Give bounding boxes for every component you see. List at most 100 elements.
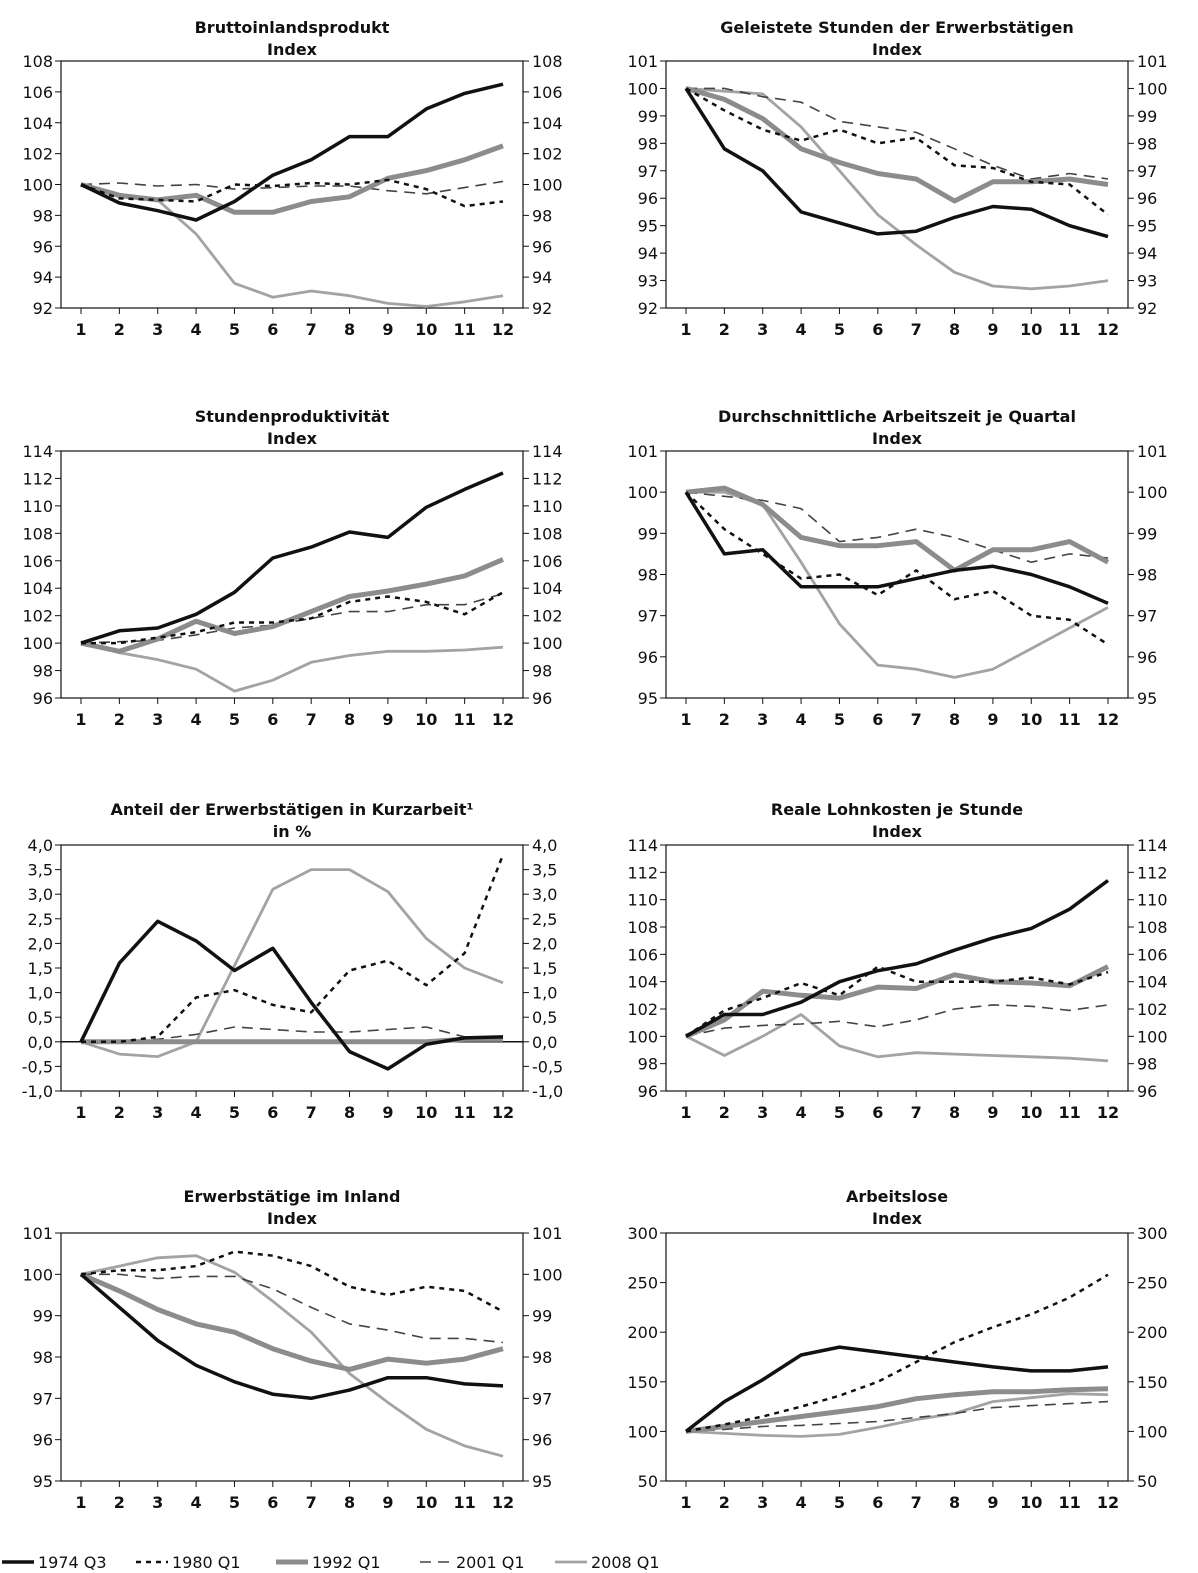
series-line-2008 xyxy=(685,1013,1109,1063)
y-tick-label-left: 1,0 xyxy=(28,984,53,1003)
y-tick-label-right: 104 xyxy=(532,579,563,598)
series-line-2001 xyxy=(81,1273,504,1344)
series-line-2008 xyxy=(80,868,504,1058)
x-tick-label: 1 xyxy=(75,1493,86,1512)
chart-subtitle: Index xyxy=(872,1209,923,1228)
y-tick-label-right: 1,0 xyxy=(532,984,557,1003)
y-tick-label-left: 98 xyxy=(33,206,53,225)
x-tick-label: 9 xyxy=(987,1103,998,1122)
series-line-1992 xyxy=(81,1036,503,1045)
x-tick-label: 8 xyxy=(344,1103,355,1122)
y-tick-label-right: 98 xyxy=(532,206,552,225)
y-tick-label-right: 106 xyxy=(1137,945,1168,964)
series-line-2008 xyxy=(686,490,1109,679)
x-tick-label: 3 xyxy=(757,1103,768,1122)
x-tick-label: 11 xyxy=(1059,1103,1081,1122)
series-line-2001 xyxy=(685,1400,1109,1433)
y-tick-label-left: 101 xyxy=(627,442,658,461)
y-tick-label-left: 93 xyxy=(638,272,658,291)
legend-label: 2001 Q1 xyxy=(456,1553,525,1572)
y-tick-label-right: 92 xyxy=(532,299,552,318)
y-tick-label-right: 112 xyxy=(1137,863,1168,882)
y-tick-label-right: 1,5 xyxy=(532,959,557,978)
x-tick-label: 5 xyxy=(229,1493,240,1512)
y-tick-label-left: 100 xyxy=(627,483,658,502)
series-line-2001 xyxy=(685,1004,1109,1038)
x-tick-label: 11 xyxy=(454,1493,476,1512)
y-tick-label-left: 2,5 xyxy=(28,910,53,929)
x-tick-label: 3 xyxy=(757,320,768,339)
y-tick-label-left: 4,0 xyxy=(28,836,53,855)
legend: 1974 Q3 1980 Q1 1992 Q1 2001 Q1 2008 Q1 xyxy=(2,1553,660,1572)
x-tick-label: 8 xyxy=(344,710,355,729)
x-tick-label: 9 xyxy=(382,1493,393,1512)
y-tick-label-right: 96 xyxy=(1137,648,1157,667)
x-tick-label: 10 xyxy=(415,1103,437,1122)
y-tick-label-right: 100 xyxy=(532,634,563,653)
series-line-1992 xyxy=(685,85,1109,204)
series-line-1992 xyxy=(80,143,504,215)
x-tick-label: 8 xyxy=(949,320,960,339)
x-tick-label: 4 xyxy=(796,710,807,729)
chart-subtitle: Index xyxy=(872,40,923,59)
series-line-1974 xyxy=(80,471,504,645)
x-tick-label: 9 xyxy=(382,710,393,729)
series-line-1974 xyxy=(685,879,1110,1038)
x-tick-label: 9 xyxy=(987,1493,998,1512)
legend-label: 1980 Q1 xyxy=(172,1553,241,1572)
y-tick-label-left: 100 xyxy=(22,176,53,195)
x-tick-label: 10 xyxy=(1020,710,1042,729)
x-tick-label: 5 xyxy=(834,1493,845,1512)
x-tick-label: 1 xyxy=(75,1103,86,1122)
x-tick-label: 7 xyxy=(306,1103,317,1122)
y-tick-label-right: 95 xyxy=(1137,689,1157,708)
series-line-1974 xyxy=(80,82,504,222)
x-tick-label: 4 xyxy=(796,1493,807,1512)
x-tick-label: 9 xyxy=(987,320,998,339)
x-tick-label: 6 xyxy=(267,1493,278,1512)
y-tick-label-right: 101 xyxy=(1137,442,1168,461)
x-tick-label: 7 xyxy=(911,1493,922,1512)
series-line-2008 xyxy=(80,183,504,308)
x-tick-label: 2 xyxy=(719,1493,730,1512)
y-tick-label-left: 98 xyxy=(638,1055,658,1074)
y-tick-label-left: 95 xyxy=(33,1472,53,1491)
y-tick-label-right: 150 xyxy=(1137,1373,1168,1392)
y-tick-label-left: 101 xyxy=(22,1224,53,1243)
y-tick-label-right: 100 xyxy=(1137,483,1168,502)
y-tick-label-right: 97 xyxy=(1137,162,1157,181)
y-tick-label-right: 104 xyxy=(1137,973,1168,992)
chart-subtitle: Index xyxy=(872,429,923,448)
chart-title: Geleistete Stunden der Erwerbstätigen xyxy=(720,18,1073,37)
y-tick-label-right: 95 xyxy=(1137,217,1157,236)
x-tick-label: 2 xyxy=(114,320,125,339)
x-tick-label: 2 xyxy=(719,1103,730,1122)
y-tick-label-right: 99 xyxy=(1137,524,1157,543)
y-tick-label-left: 150 xyxy=(627,1373,658,1392)
y-tick-label-left: 100 xyxy=(627,1422,658,1441)
x-tick-label: 12 xyxy=(492,320,514,339)
y-tick-label-left: -0,5 xyxy=(22,1057,53,1076)
x-tick-label: 10 xyxy=(1020,1103,1042,1122)
y-tick-label-right: 98 xyxy=(1137,1055,1157,1074)
y-tick-label-right: 98 xyxy=(532,1348,552,1367)
y-tick-label-right: 114 xyxy=(1137,836,1168,855)
legend-label: 2008 Q1 xyxy=(591,1553,660,1572)
y-tick-label-right: 2,5 xyxy=(532,910,557,929)
y-tick-label-right: 110 xyxy=(1137,891,1168,910)
y-tick-label-left: 99 xyxy=(33,1307,53,1326)
series-line-2008 xyxy=(685,87,1109,291)
x-tick-label: 3 xyxy=(152,1493,163,1512)
x-tick-label: 8 xyxy=(949,1103,960,1122)
x-tick-label: 7 xyxy=(306,710,317,729)
chart-subtitle: in % xyxy=(273,822,311,841)
x-tick-label: 7 xyxy=(306,320,317,339)
y-tick-label-left: 94 xyxy=(33,268,53,287)
chart-title: Stundenproduktivität xyxy=(195,407,390,426)
x-tick-label: 4 xyxy=(796,320,807,339)
chart-panel-5: Anteil der Erwerbstätigen in Kurzarbeit¹… xyxy=(22,800,563,1122)
